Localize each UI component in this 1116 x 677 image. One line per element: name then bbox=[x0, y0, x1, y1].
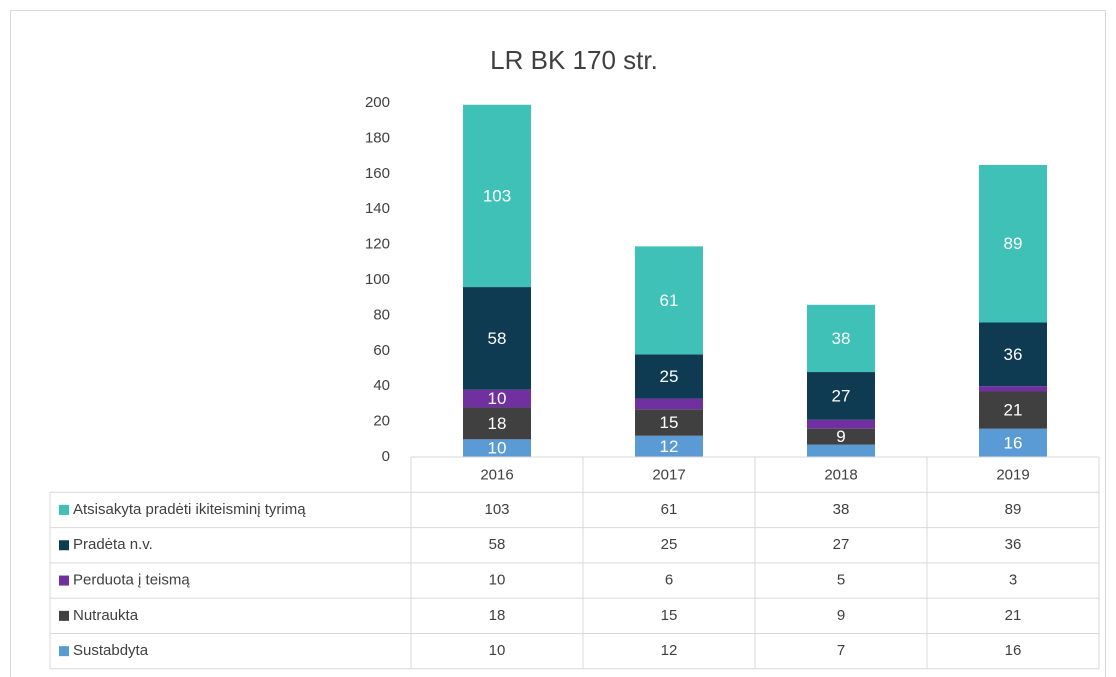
data-label: 36 bbox=[1004, 345, 1023, 364]
data-label: 89 bbox=[1004, 234, 1023, 253]
chart-border bbox=[10, 10, 1106, 677]
bar-segment bbox=[463, 439, 531, 457]
table-value: 89 bbox=[1005, 501, 1022, 518]
bar-segment bbox=[463, 287, 531, 390]
bar-segment bbox=[635, 354, 703, 399]
legend-swatch bbox=[59, 575, 69, 586]
table-value: 5 bbox=[837, 572, 845, 589]
y-tick-label: 140 bbox=[365, 200, 390, 217]
y-tick-label: 180 bbox=[365, 129, 390, 146]
table-value: 21 bbox=[1005, 607, 1022, 624]
table-value: 103 bbox=[484, 501, 509, 518]
table-value: 27 bbox=[833, 536, 850, 553]
table-value: 10 bbox=[489, 642, 506, 659]
bar-segment bbox=[979, 164, 1047, 323]
y-tick-label: 20 bbox=[373, 413, 390, 430]
legend-label: Perduota į teismą bbox=[73, 572, 190, 589]
legend-label: Atsisakyta pradėti ikiteisminį tyrimą bbox=[73, 501, 306, 518]
data-label: 61 bbox=[660, 291, 679, 310]
data-label: 27 bbox=[832, 386, 851, 405]
legend-swatch bbox=[59, 610, 69, 621]
y-tick-label: 40 bbox=[373, 377, 390, 394]
legend-swatch bbox=[59, 540, 69, 551]
y-tick-label: 80 bbox=[373, 306, 390, 323]
legend-label: Sustabdyta bbox=[73, 642, 149, 659]
bar-segment bbox=[979, 391, 1047, 429]
data-label: 18 bbox=[488, 414, 507, 433]
table-value: 15 bbox=[661, 607, 678, 624]
data-label: 10 bbox=[488, 439, 507, 458]
legend-label: Pradėta n.v. bbox=[73, 536, 153, 553]
bar-segment bbox=[463, 407, 531, 440]
bar-segment bbox=[979, 386, 1047, 392]
x-tick-label: 2019 bbox=[996, 467, 1029, 484]
legend-label: Nutraukta bbox=[73, 607, 139, 624]
y-tick-label: 60 bbox=[373, 342, 390, 359]
y-tick-label: 120 bbox=[365, 236, 390, 253]
bar-segment bbox=[463, 104, 531, 288]
bar-segment bbox=[635, 409, 703, 436]
y-tick-label: 160 bbox=[365, 165, 390, 182]
bar-segment bbox=[807, 419, 875, 429]
x-tick-label: 2016 bbox=[480, 467, 513, 484]
bar-segment bbox=[635, 435, 703, 457]
data-label: 9 bbox=[836, 427, 845, 446]
bar-segment bbox=[635, 246, 703, 355]
y-tick-label: 0 bbox=[382, 448, 390, 465]
table-value: 3 bbox=[1009, 572, 1017, 589]
table-value: 58 bbox=[489, 536, 506, 553]
data-label: 103 bbox=[483, 186, 511, 205]
table-value: 38 bbox=[833, 501, 850, 518]
y-tick-label: 200 bbox=[365, 94, 390, 111]
bar-segment bbox=[979, 322, 1047, 387]
table-value: 25 bbox=[661, 536, 678, 553]
data-label: 12 bbox=[660, 437, 679, 456]
table-value: 18 bbox=[489, 607, 506, 624]
bar-segment bbox=[635, 398, 703, 410]
data-label: 58 bbox=[488, 329, 507, 348]
x-tick-label: 2018 bbox=[824, 467, 857, 484]
table-value: 6 bbox=[665, 572, 673, 589]
bar-segment bbox=[979, 428, 1047, 457]
data-label: 16 bbox=[1004, 433, 1023, 452]
legend-swatch bbox=[59, 646, 69, 657]
table-value: 7 bbox=[837, 642, 845, 659]
table-value: 12 bbox=[661, 642, 678, 659]
table-value: 16 bbox=[1005, 642, 1022, 659]
bar-segment bbox=[807, 304, 875, 373]
data-label: 38 bbox=[832, 329, 851, 348]
table-value: 9 bbox=[837, 607, 845, 624]
table-value: 10 bbox=[489, 572, 506, 589]
data-label: 10 bbox=[488, 389, 507, 408]
data-label: 25 bbox=[660, 367, 679, 386]
table-value: 61 bbox=[661, 501, 678, 518]
bar-segment bbox=[807, 444, 875, 457]
table-value: 36 bbox=[1005, 536, 1022, 553]
x-tick-label: 2017 bbox=[652, 467, 685, 484]
data-label: 21 bbox=[1004, 401, 1023, 420]
bar-segment bbox=[807, 372, 875, 420]
y-tick-label: 100 bbox=[365, 271, 390, 288]
bar-segment bbox=[807, 428, 875, 445]
bar-segment bbox=[463, 389, 531, 408]
legend-swatch bbox=[59, 504, 69, 515]
data-label: 15 bbox=[660, 413, 679, 432]
chart-title: LR BK 170 str. bbox=[490, 45, 658, 75]
